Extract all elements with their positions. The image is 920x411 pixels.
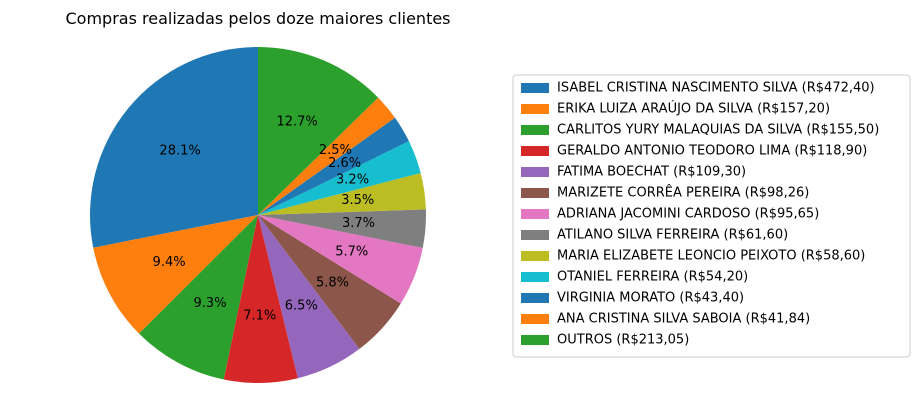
legend-label: CARLITOS YURY MALAQUIAS DA SILVA (R$155,… (557, 123, 879, 138)
slice-percent-label: 2.6% (328, 156, 361, 171)
legend-label: OUTROS (R$213,05) (557, 333, 689, 348)
legend-swatch (521, 314, 549, 324)
legend-label: ISABEL CRISTINA NASCIMENTO SILVA (R$472,… (557, 81, 875, 96)
legend-swatch (521, 272, 549, 282)
legend: ISABEL CRISTINA NASCIMENTO SILVA (R$472,… (512, 74, 911, 358)
pie-slice (258, 117, 409, 215)
slice-percent-label: 5.7% (335, 245, 368, 260)
legend-label: FATIMA BOECHAT (R$109,30) (557, 165, 746, 180)
pie-slice (93, 215, 258, 334)
legend-swatch (521, 146, 549, 156)
slice-percent-label: 6.5% (285, 299, 318, 314)
slice-percent-label: 7.1% (243, 308, 276, 323)
pie-percent-labels: 28.1% 9.4% 9.3% 7.1% 6.5% 5.8% 5.7% 3.7% 3.5% 3.2… (153, 115, 375, 324)
slice-percent-label: 2.5% (319, 143, 352, 158)
legend-swatch (521, 167, 549, 177)
legend-label: ADRIANA JACOMINI CARDOSO (R$95,65) (557, 207, 819, 222)
legend-label: OTANIEL FERREIRA (R$54,20) (557, 270, 748, 285)
legend-frame (512, 74, 911, 358)
legend-label: GERALDO ANTONIO TEODORO LIMA (R$118,90) (557, 144, 867, 159)
legend-swatch (521, 230, 549, 240)
legend-label: MARIA ELIZABETE LEONCIO PEIXOTO (R$58,60… (557, 249, 865, 264)
slice-percent-label: 3.5% (341, 193, 374, 208)
slice-percent-label: 5.8% (316, 275, 349, 290)
slice-percent-label: 9.4% (153, 255, 186, 270)
pie-slice (258, 97, 395, 215)
slice-percent-label: 3.7% (342, 216, 375, 231)
legend-swatch (521, 209, 549, 219)
legend-swatch (521, 83, 549, 93)
legend-swatch (521, 293, 549, 303)
pie-slices (90, 47, 427, 383)
pie-slice (258, 215, 423, 304)
legend-label: ERIKA LUIZA ARAÚJO DA SILVA (R$157,20) (557, 101, 830, 117)
legend-label: VIRGINIA MORATO (R$43,40) (557, 291, 744, 306)
slice-percent-label: 3.2% (336, 173, 369, 188)
slice-percent-label: 12.7% (276, 115, 317, 130)
pie-slice (223, 215, 298, 383)
pie-slice (258, 209, 427, 248)
pie-slice (258, 47, 379, 215)
pie-slice (258, 173, 426, 215)
legend-label: ANA CRISTINA SILVA SABOIA (R$41,84) (557, 312, 810, 327)
slice-percent-label: 9.3% (194, 296, 227, 311)
legend-swatch (521, 125, 549, 135)
legend-swatch (521, 251, 549, 261)
chart-title: Compras realizadas pelos doze maiores cl… (65, 9, 450, 28)
pie-slice (139, 215, 258, 380)
legend-label: ATILANO SILVA FERREIRA (R$61,60) (557, 228, 788, 243)
legend-swatch (521, 335, 549, 345)
legend-swatch (521, 104, 549, 114)
slice-percent-label: 28.1% (159, 144, 200, 159)
legend-label: MARIZETE CORRÊA PEREIRA (R$98,26) (557, 185, 809, 201)
pie-slice (258, 215, 360, 379)
pie-slice (258, 141, 421, 215)
pie-slice (258, 215, 401, 349)
legend-swatch (521, 188, 549, 198)
pie-slice (90, 47, 258, 248)
